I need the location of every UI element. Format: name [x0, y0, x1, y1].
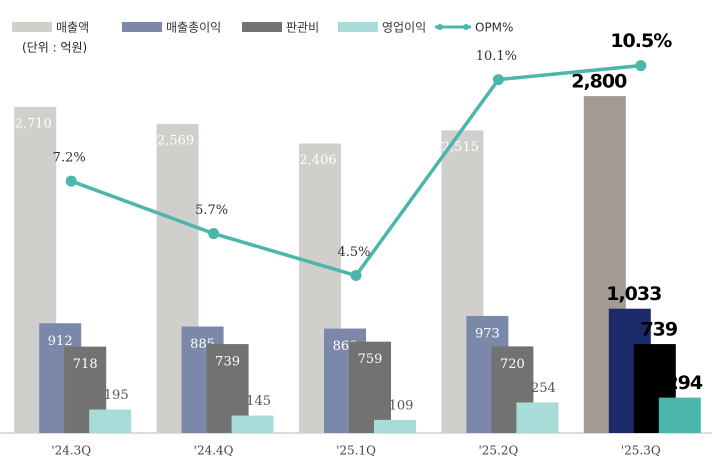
- value-label: 294: [665, 372, 702, 394]
- opm-point: [65, 175, 77, 187]
- value-label: 973: [475, 326, 500, 341]
- value-label: 739: [215, 355, 240, 370]
- value-label: 7.2%: [53, 151, 86, 166]
- x-tick-label: '25.2Q: [478, 444, 518, 458]
- value-label: 4.5%: [337, 245, 370, 260]
- value-label: 2,569: [157, 133, 194, 148]
- legend-swatch: [122, 22, 162, 32]
- value-label: 10.5%: [610, 30, 672, 52]
- x-tick-label: '24.4Q: [194, 444, 234, 458]
- value-label: 5.7%: [195, 203, 228, 218]
- value-label: 718: [73, 357, 98, 372]
- value-label: 759: [358, 352, 383, 367]
- value-label: 2,800: [571, 71, 627, 93]
- legend-label: 영업이익: [382, 21, 426, 35]
- legend-swatch: [338, 22, 378, 32]
- opm-point: [635, 60, 647, 72]
- bar: [349, 341, 391, 433]
- x-tick-label: '25.3Q: [621, 444, 661, 458]
- legend-label: 매출총이익: [166, 21, 221, 35]
- bar: [516, 402, 559, 433]
- opm-point: [208, 228, 220, 240]
- opm-point: [492, 74, 504, 86]
- legend-label: 판관비: [286, 21, 319, 35]
- legend-label: 매출액: [56, 21, 89, 35]
- value-label: 195: [104, 388, 129, 403]
- value-label: 254: [531, 381, 556, 396]
- bar: [89, 409, 132, 433]
- value-label: 2,710: [15, 116, 52, 131]
- value-label: 912: [48, 334, 73, 349]
- value-label: 10.1%: [476, 49, 517, 64]
- value-label: 720: [500, 357, 525, 372]
- bar: [658, 397, 701, 433]
- unit-label: (단위 : 억원): [22, 41, 87, 55]
- legend-dot: [463, 24, 469, 30]
- bar: [374, 419, 416, 433]
- legend-label: OPM%: [475, 21, 513, 35]
- value-label: 1,033: [606, 283, 661, 305]
- bar: [231, 415, 274, 433]
- x-tick-label: '25.1Q: [336, 444, 376, 458]
- legend-dot: [437, 24, 443, 30]
- x-tick-label: '24.3Q: [51, 444, 91, 458]
- value-label: 109: [389, 398, 414, 413]
- value-label: 145: [246, 394, 271, 409]
- legend-swatch: [242, 22, 282, 32]
- value-label: 2,406: [299, 153, 336, 168]
- value-label: 739: [640, 319, 677, 341]
- legend-swatch: [12, 22, 52, 32]
- opm-point: [350, 270, 362, 282]
